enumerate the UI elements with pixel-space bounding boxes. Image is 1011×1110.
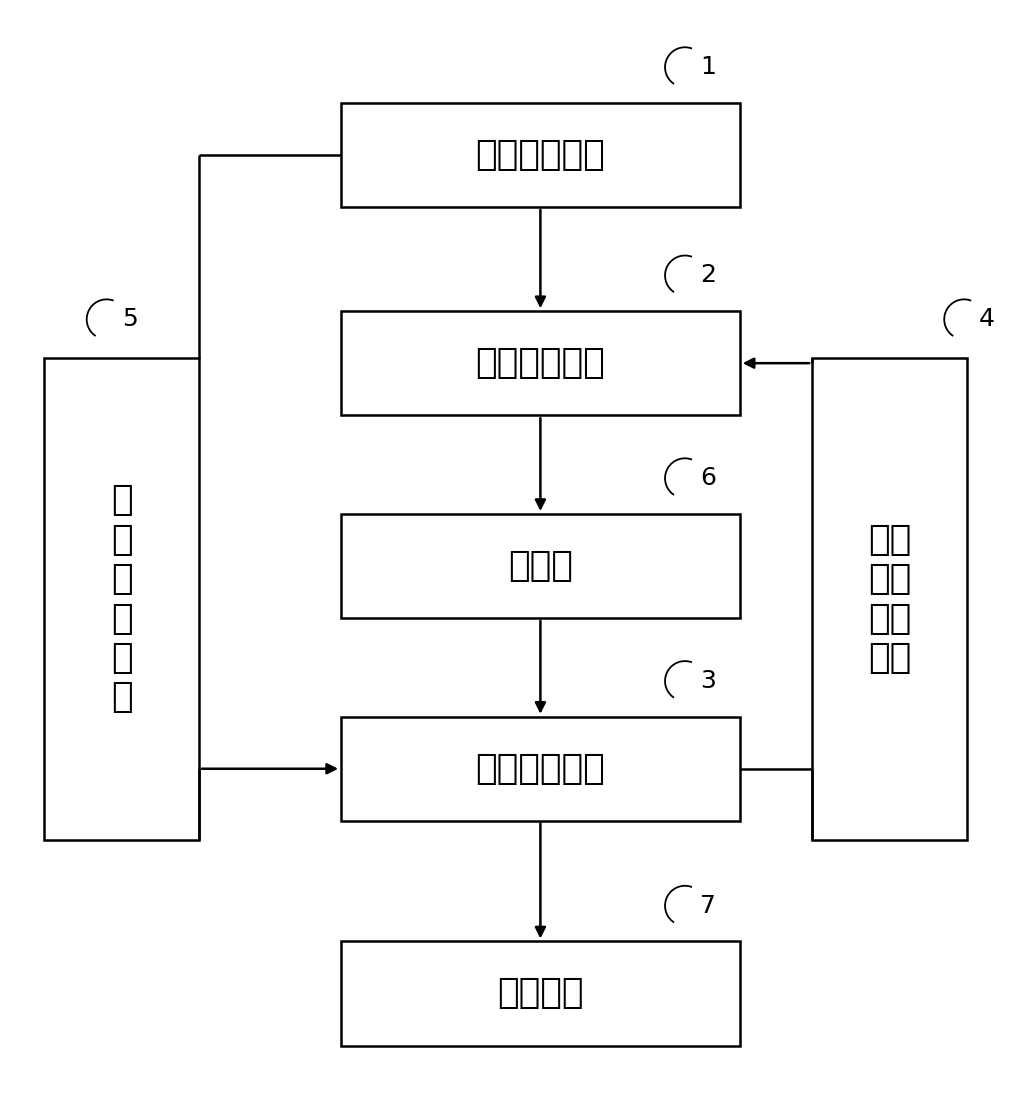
Text: 容忍
次数
设置
单元: 容忍 次数 设置 单元 — [867, 523, 911, 675]
Text: 6: 6 — [700, 466, 716, 491]
Text: 4: 4 — [979, 307, 995, 332]
Bar — [812, 357, 967, 840]
Bar — [341, 941, 740, 1046]
Text: 计数器: 计数器 — [508, 549, 573, 583]
Text: 第一判断单元: 第一判断单元 — [475, 346, 606, 381]
Bar — [44, 357, 199, 840]
Bar — [341, 514, 740, 618]
Text: 第二判断单元: 第二判断单元 — [475, 751, 606, 786]
Bar — [341, 311, 740, 415]
Text: 执行单元: 执行单元 — [497, 977, 583, 1010]
Text: 7: 7 — [700, 894, 716, 918]
Bar — [341, 103, 740, 206]
Text: 5: 5 — [121, 307, 137, 332]
Text: 1: 1 — [700, 56, 716, 79]
Text: 压力传输单元: 压力传输单元 — [475, 138, 606, 172]
Text: 2: 2 — [700, 263, 716, 287]
Bar — [341, 717, 740, 820]
Text: 第
三
判
断
单
元: 第 三 判 断 单 元 — [111, 483, 132, 715]
Text: 3: 3 — [700, 669, 716, 693]
